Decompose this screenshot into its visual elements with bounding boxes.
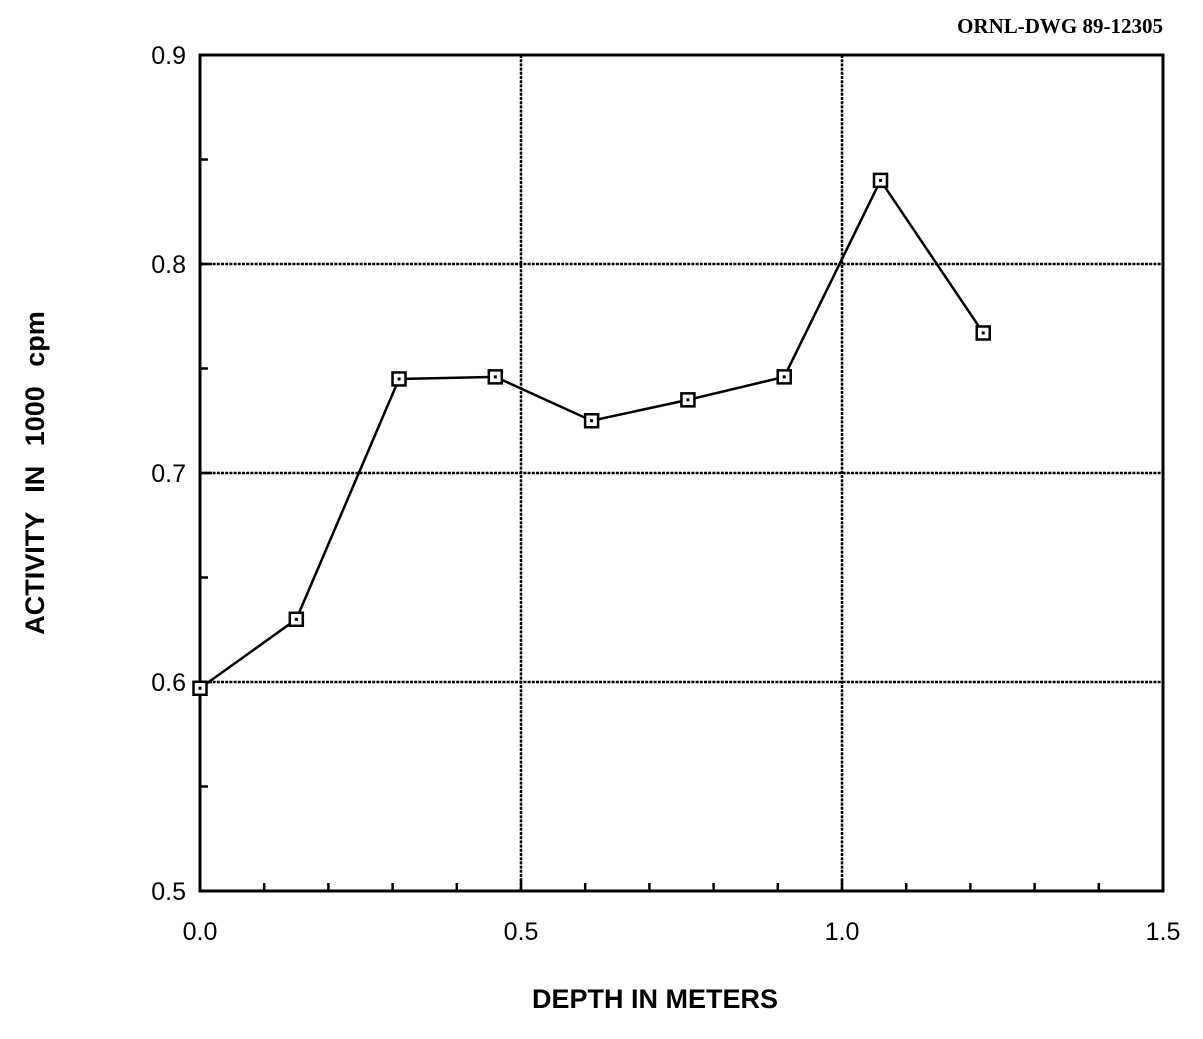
data-point — [975, 325, 991, 341]
x-tick-label: 1.5 — [1146, 918, 1181, 946]
data-point — [192, 680, 208, 697]
x-tick-label: 0.5 — [504, 918, 539, 946]
drawing-number: ORNL-DWG 89-12305 — [957, 14, 1163, 38]
y-tick-label: 0.5 — [151, 878, 186, 906]
y-tick-label: 0.7 — [151, 460, 186, 488]
data-series — [192, 172, 991, 697]
x-axis-title: DEPTH IN METERS — [532, 984, 778, 1014]
data-point — [487, 369, 504, 385]
series-line — [199, 177, 985, 690]
x-tick-label: 0.0 — [183, 918, 218, 946]
x-tick-label: 1.0 — [825, 918, 860, 946]
data-point — [776, 369, 792, 385]
y-tick-label: 0.8 — [151, 251, 186, 279]
tick-labels: 0.0 0.5 1.0 1.5 0.5 0.6 0.7 0.8 0.9 — [151, 42, 1180, 946]
y-tick-label: 0.6 — [151, 669, 186, 697]
data-point — [391, 371, 407, 387]
data-point — [583, 413, 600, 429]
data-point — [680, 392, 696, 408]
y-axis-title: ACTIVITY IN 1000 cpm — [20, 311, 50, 635]
data-point — [288, 611, 305, 628]
y-tick-label: 0.9 — [151, 42, 186, 70]
data-point — [872, 172, 889, 189]
grid-lines — [200, 55, 1163, 891]
